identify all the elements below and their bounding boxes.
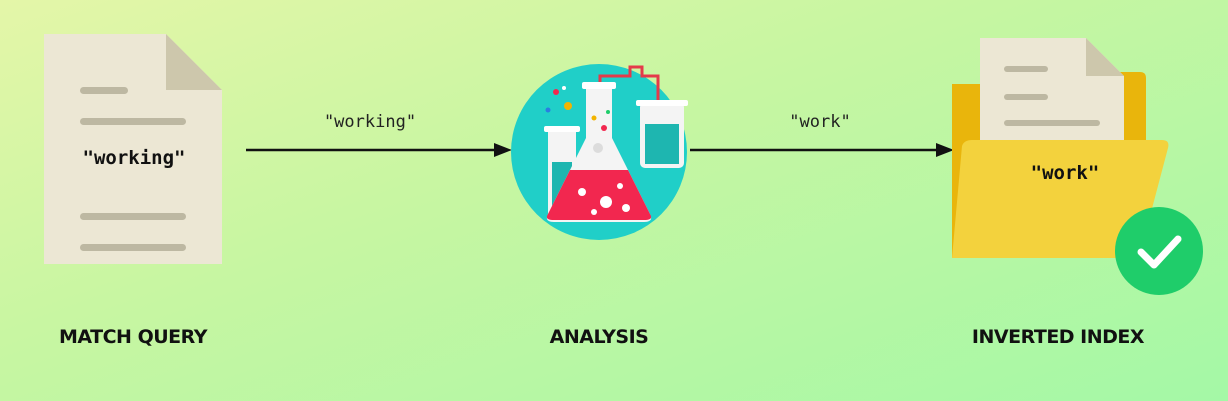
index-folder: "work" [948, 38, 1206, 298]
arrow-label-input: "working" [323, 112, 417, 132]
index-word: "work" [1030, 162, 1100, 184]
arrow-analysis-to-index [690, 143, 954, 157]
folder-icon [952, 38, 1169, 258]
analysis-node [508, 62, 692, 240]
document-icon [44, 34, 222, 264]
caption-inverted-index: INVERTED INDEX [971, 326, 1145, 348]
lab-flask-icon [511, 64, 688, 240]
caption-match-query: MATCH QUERY [59, 326, 207, 348]
query-document: "working" [44, 34, 224, 266]
arrow-label-output: "work" [789, 112, 851, 132]
caption-analysis: ANALYSIS [549, 326, 649, 348]
query-word: "working" [82, 147, 186, 169]
check-badge-icon [1115, 207, 1203, 295]
arrow-query-to-analysis [246, 143, 512, 157]
